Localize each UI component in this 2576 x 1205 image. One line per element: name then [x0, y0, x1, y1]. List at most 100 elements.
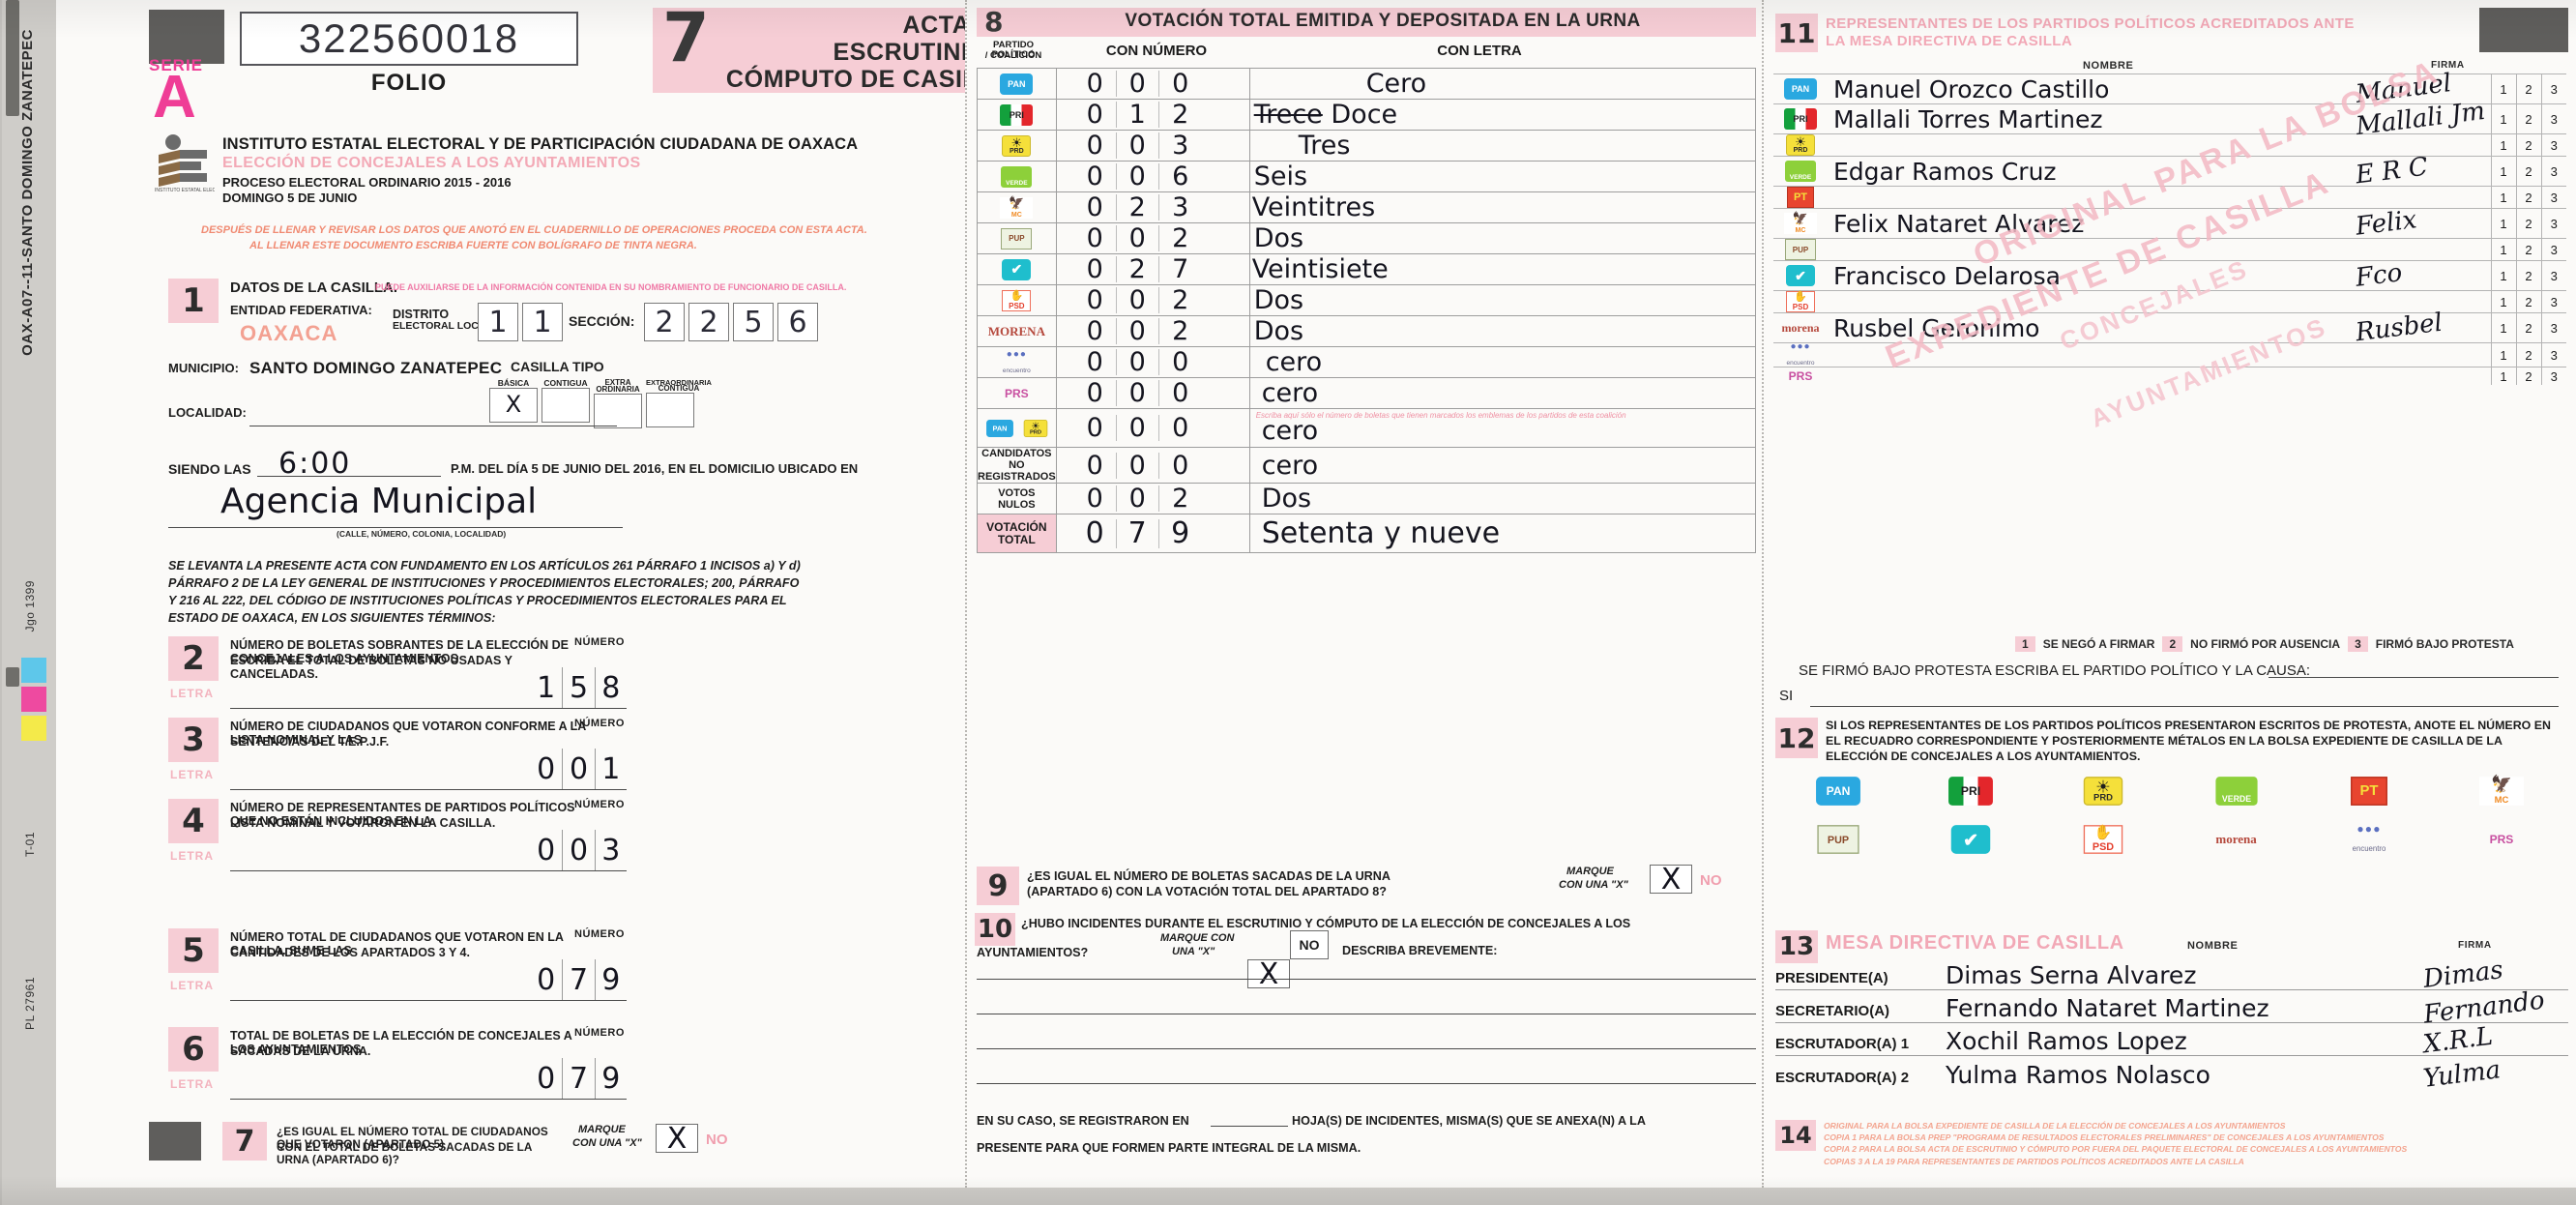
pri-digit-2[interactable]: 1 [1117, 102, 1159, 128]
casilla-tipo-extraordinaria[interactable]: EXTRA ORDINARIA [594, 378, 642, 428]
total-digit-3[interactable]: 9 [1171, 515, 1190, 550]
rep-row-psd[interactable]: 1 2 3 [1773, 290, 2566, 313]
vote-digits-coalition[interactable]: 0 0 0 [1055, 408, 1250, 448]
vote-row-prd[interactable]: 0 0 3 Tres [977, 130, 1757, 162]
pri-digit-1[interactable]: 0 [1074, 102, 1117, 128]
vote-row-na[interactable]: 0 2 7 Veintisiete [977, 253, 1757, 285]
rep-mark-2-na[interactable]: 2 [2515, 260, 2541, 291]
protest-box-pri[interactable] [1929, 774, 2012, 808]
seccion-digits[interactable]: 2 2 5 6 [644, 303, 818, 341]
rep-signature-pan-cell[interactable]: Manuel [2355, 69, 2491, 109]
pan-digit-1[interactable]: 0 [1074, 71, 1117, 97]
cnr-digit-3[interactable]: 0 [1172, 450, 1189, 481]
mc-digit-1[interactable]: 0 [1074, 194, 1117, 220]
pan-digit-3[interactable]: 0 [1172, 69, 1189, 99]
section-3-digit-2[interactable]: 0 [562, 749, 594, 789]
rep-mark-2-psd[interactable]: 2 [2515, 290, 2541, 313]
hora-line[interactable] [257, 476, 441, 477]
section-6-digit-1[interactable]: 0 [537, 1061, 556, 1096]
incidentes-line-1[interactable] [977, 979, 1756, 980]
mesa-signature-secretario-cell[interactable]: Fernando [2422, 985, 2568, 1029]
mesa-signature-escrutador-2-cell[interactable]: Yulma [2421, 1055, 2568, 1094]
section-6-digit-2[interactable]: 7 [562, 1058, 594, 1099]
seccion-digit-4[interactable]: 6 [777, 303, 818, 341]
seccion-digit-3[interactable]: 5 [733, 303, 774, 341]
nulos-digit-1[interactable]: 0 [1074, 485, 1117, 513]
distrito-digit-2[interactable]: 1 [522, 303, 563, 341]
vote-digits-pan[interactable]: 0 0 0 [1055, 68, 1250, 100]
rep-mark-3-morena[interactable]: 3 [2540, 312, 2566, 343]
rep-mark-1-prd[interactable]: 1 [2490, 133, 2516, 157]
total-digit-2[interactable]: 7 [1117, 518, 1159, 548]
rep-mark-2-pup[interactable]: 2 [2515, 238, 2541, 261]
rep-signature-psd-cell[interactable] [2356, 290, 2491, 313]
pri-digit-3[interactable]: 2 [1172, 100, 1189, 130]
section-4-digit-1[interactable]: 0 [537, 833, 556, 867]
vote-digits-na[interactable]: 0 2 7 [1055, 253, 1250, 285]
rep-mark-2-pri[interactable]: 2 [2515, 103, 2541, 134]
rep-mark-2-prd[interactable]: 2 [2515, 133, 2541, 157]
rep-mark-2-pt[interactable]: 2 [2515, 186, 2541, 209]
vote-letter-pan[interactable]: Cero [1248, 68, 1757, 100]
rep-name-na-cell[interactable]: Francisco Delarosa [1828, 260, 2356, 291]
rep-mark-3-mc[interactable]: 3 [2540, 208, 2566, 239]
seccion-digit-2[interactable]: 2 [688, 303, 729, 341]
section-5-digit-1[interactable]: 0 [537, 962, 556, 997]
pup-digit-3[interactable]: 2 [1172, 223, 1189, 253]
rep-signature-morena-cell[interactable]: Rusbel [2355, 309, 2491, 347]
incidentes-line-4[interactable] [977, 1083, 1756, 1084]
prd-digit-1[interactable]: 0 [1074, 132, 1117, 159]
mesa-row-escrutador-2[interactable]: ESCRUTADOR(A) 2 Yulma Ramos Nolasco Yulm… [1775, 1055, 2568, 1094]
vote-letter-coalition[interactable]: Escriba aquí sólo el número de boletas q… [1248, 408, 1757, 448]
rep-signature-na-cell[interactable]: Fco [2354, 258, 2491, 293]
vote-row-psd[interactable]: 0 0 2 Dos [977, 284, 1757, 316]
rep-mark-3-pup[interactable]: 3 [2540, 238, 2566, 261]
section-3-letter-line[interactable] [230, 789, 627, 790]
mc-digit-3[interactable]: 3 [1172, 192, 1189, 222]
psd-digit-2[interactable]: 0 [1117, 287, 1159, 313]
rep-name-pt-cell[interactable] [1828, 186, 2356, 209]
domicilio-line[interactable] [168, 527, 623, 528]
section-4-digits[interactable]: 0 0 3 [530, 830, 627, 871]
section-4-digit-3[interactable]: 3 [594, 830, 627, 870]
rep-mark-3-prs[interactable]: 3 [2540, 367, 2566, 385]
vote-row-candidatos-no-registrados[interactable]: CANDIDATOS NO REGISTRADOS 0 0 0 cero [977, 446, 1757, 485]
rep-signature-es-cell[interactable] [2356, 342, 2491, 367]
section-3-digit-1[interactable]: 0 [537, 751, 556, 786]
pvem-digit-1[interactable]: 0 [1074, 163, 1117, 190]
protest-box-pvem[interactable] [2195, 774, 2278, 808]
mc-digit-2[interactable]: 2 [1117, 194, 1159, 220]
rep-name-morena-cell[interactable]: Rusbel Geronimo [1828, 312, 2356, 343]
coalition-digit-2[interactable]: 0 [1117, 415, 1159, 441]
seccion-digit-1[interactable]: 2 [644, 303, 685, 341]
rep-mark-3-pri[interactable]: 3 [2540, 103, 2566, 134]
section-5-letter-line[interactable] [230, 1000, 627, 1001]
casilla-tipo-contigua[interactable]: CONTIGUA [542, 378, 590, 428]
vote-digits-pri[interactable]: 0 1 2 [1055, 99, 1250, 131]
rep-name-es-cell[interactable] [1828, 342, 2356, 367]
vote-letter-psd[interactable]: Dos [1248, 284, 1757, 316]
prd-digit-2[interactable]: 0 [1117, 132, 1159, 159]
section-2-letter-line[interactable] [230, 708, 627, 709]
vote-digits-es[interactable]: 0 0 0 [1055, 346, 1250, 378]
distrito-digit-1[interactable]: 1 [478, 303, 518, 341]
rep-name-prd-cell[interactable] [1828, 133, 2356, 157]
vote-row-pri[interactable]: 0 1 2 Trece Doce [977, 99, 1757, 131]
vote-digits-mc[interactable]: 0 2 3 [1055, 191, 1250, 223]
pvem-digit-3[interactable]: 6 [1172, 162, 1189, 191]
rep-signature-mc-cell[interactable]: Felix [2354, 205, 2491, 242]
vote-digits-nulos[interactable]: 0 0 2 [1055, 483, 1250, 515]
vote-digits-prd[interactable]: 0 0 3 [1055, 130, 1250, 162]
vote-letter-pri[interactable]: Trece Doce [1248, 99, 1757, 131]
rep-mark-2-es[interactable]: 2 [2515, 342, 2541, 367]
casilla-tipo-row[interactable]: BÁSICA X CONTIGUA EXTRA ORDINARIA EXTRAO… [489, 378, 712, 428]
section-6-digits[interactable]: 0 7 9 [530, 1058, 627, 1100]
vote-digits-prs[interactable]: 0 0 0 [1055, 377, 1250, 409]
vote-letter-total[interactable]: Setenta y nueve [1248, 514, 1757, 554]
rep-name-prs-cell[interactable] [1828, 367, 2356, 385]
section-2-digit-2[interactable]: 5 [562, 667, 594, 708]
rep-mark-3-pan[interactable]: 3 [2540, 73, 2566, 104]
section-5-digit-2[interactable]: 7 [562, 959, 594, 1000]
vote-row-mc[interactable]: 0 2 3 Veintitres [977, 191, 1757, 223]
section-9-si-checkbox[interactable]: X [1650, 863, 1692, 896]
